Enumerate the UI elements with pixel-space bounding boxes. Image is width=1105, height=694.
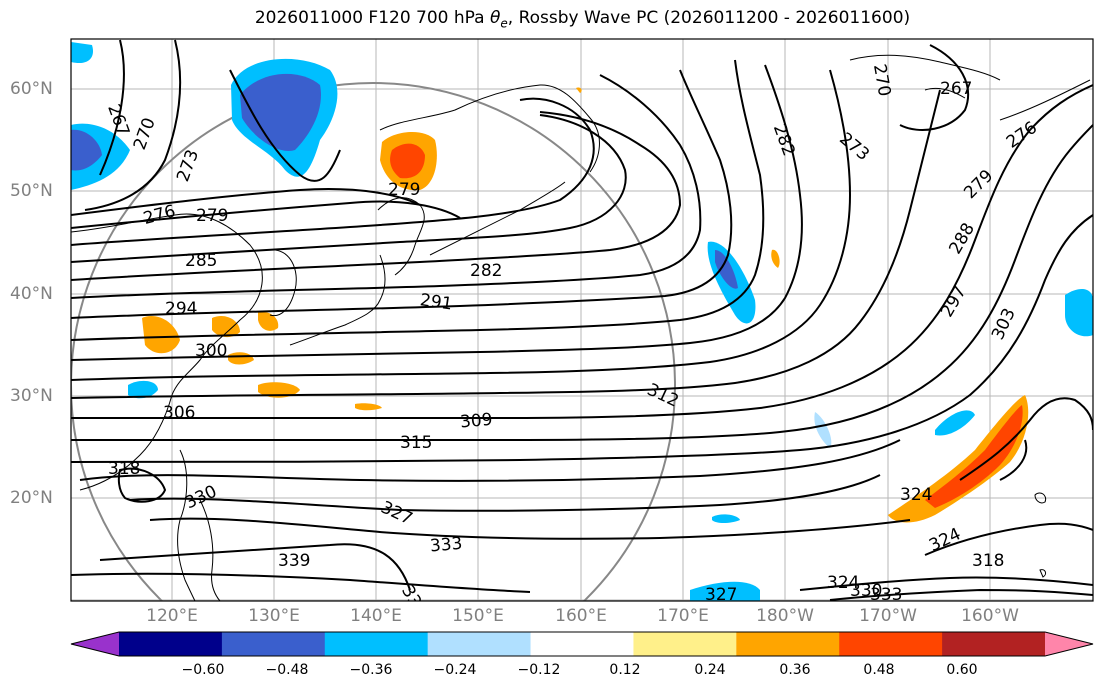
lat-label-20n: 20°N xyxy=(10,488,53,508)
colorbar-tick-label: −0.48 xyxy=(265,662,309,678)
lon-label-170e: 170°E xyxy=(657,606,709,626)
svg-text:270: 270 xyxy=(130,115,160,152)
svg-text:285: 285 xyxy=(185,251,217,271)
colorbar-segment xyxy=(324,632,429,656)
colorbar-tick-label: −0.60 xyxy=(181,662,225,678)
svg-text:330: 330 xyxy=(850,581,882,601)
colorbar-tick-label: −0.24 xyxy=(433,662,477,678)
lat-label-40n: 40°N xyxy=(10,284,53,304)
lon-label-150e: 150°E xyxy=(452,606,504,626)
colorbar-outline xyxy=(70,631,1094,657)
svg-text:324: 324 xyxy=(926,524,964,556)
lon-label-140e: 140°E xyxy=(350,606,402,626)
svg-text:315: 315 xyxy=(400,433,432,453)
svg-text:330: 330 xyxy=(182,482,220,514)
svg-text:288: 288 xyxy=(945,220,979,258)
theta-e-contours xyxy=(71,39,1093,601)
svg-text:273: 273 xyxy=(173,147,203,184)
svg-text:306: 306 xyxy=(163,403,195,423)
svg-text:282: 282 xyxy=(769,122,799,159)
colorbar-segment xyxy=(221,632,326,656)
colorbar-tick-label: 0.12 xyxy=(609,662,641,678)
lon-label-120e: 120°E xyxy=(146,606,198,626)
svg-text:318: 318 xyxy=(972,551,1004,571)
lon-label-180w: 180°W xyxy=(756,606,814,626)
plot-frame xyxy=(70,38,1094,602)
lat-label-60n: 60°N xyxy=(10,79,53,99)
svg-text:294: 294 xyxy=(165,299,197,319)
colorbar-segment xyxy=(839,632,943,656)
colorbar-tick-label: 0.24 xyxy=(694,662,726,678)
colorbar-segment xyxy=(530,632,634,656)
svg-text:273: 273 xyxy=(835,129,873,165)
lon-label-170w: 170°W xyxy=(859,606,917,626)
colorbar-tick-label: 0.36 xyxy=(779,662,811,678)
contour-labels: 267 270 273 276 279 285 294 300 306 318 … xyxy=(103,63,1041,605)
lon-label-160e: 160°E xyxy=(555,606,607,626)
svg-text:327: 327 xyxy=(705,585,737,605)
colorbar-segment xyxy=(427,632,532,656)
colorbar-segment xyxy=(633,632,737,656)
colorbar-tick-label: −0.36 xyxy=(349,662,393,678)
colorbar-segment xyxy=(942,632,1046,656)
colorbar-extend-high xyxy=(1045,632,1093,656)
colorbar-segment xyxy=(736,632,840,656)
chart-title: 2026011000 F120 700 hPa θe, Rossby Wave … xyxy=(254,8,911,31)
svg-text:339: 339 xyxy=(278,551,310,571)
lat-label-50n: 50°N xyxy=(10,181,53,201)
negative-anomalies xyxy=(71,42,1093,601)
svg-text:309: 309 xyxy=(459,410,493,433)
svg-text:333: 333 xyxy=(870,585,902,605)
colorbar xyxy=(70,631,1094,657)
svg-text:327: 327 xyxy=(378,497,416,529)
lon-label-130e: 130°E xyxy=(248,606,300,626)
colorbar-tick-label: −0.12 xyxy=(517,662,561,678)
svg-text:312: 312 xyxy=(644,380,682,412)
colorbar-tick-label: 0.60 xyxy=(946,662,978,678)
positive-anomalies xyxy=(142,87,1029,523)
svg-text:318: 318 xyxy=(108,459,140,479)
svg-text:333: 333 xyxy=(429,534,463,557)
reference-circle xyxy=(71,82,676,601)
colorbar-segment xyxy=(119,632,223,656)
svg-text:297: 297 xyxy=(937,283,971,321)
svg-text:270: 270 xyxy=(869,63,894,98)
colorbar-tick-label: 0.48 xyxy=(863,662,895,678)
lon-label-160w: 160°W xyxy=(961,606,1019,626)
svg-text:279: 279 xyxy=(196,206,228,226)
svg-text:279: 279 xyxy=(388,180,420,200)
lat-label-30n: 30°N xyxy=(10,386,53,406)
svg-text:291: 291 xyxy=(419,290,454,314)
svg-text:324: 324 xyxy=(900,485,932,505)
colorbar-extend-low xyxy=(71,632,119,656)
svg-text:276: 276 xyxy=(1003,118,1041,153)
svg-text:324: 324 xyxy=(827,573,859,593)
svg-text:282: 282 xyxy=(470,261,502,281)
svg-text:300: 300 xyxy=(195,341,227,361)
svg-text:267: 267 xyxy=(940,79,972,99)
